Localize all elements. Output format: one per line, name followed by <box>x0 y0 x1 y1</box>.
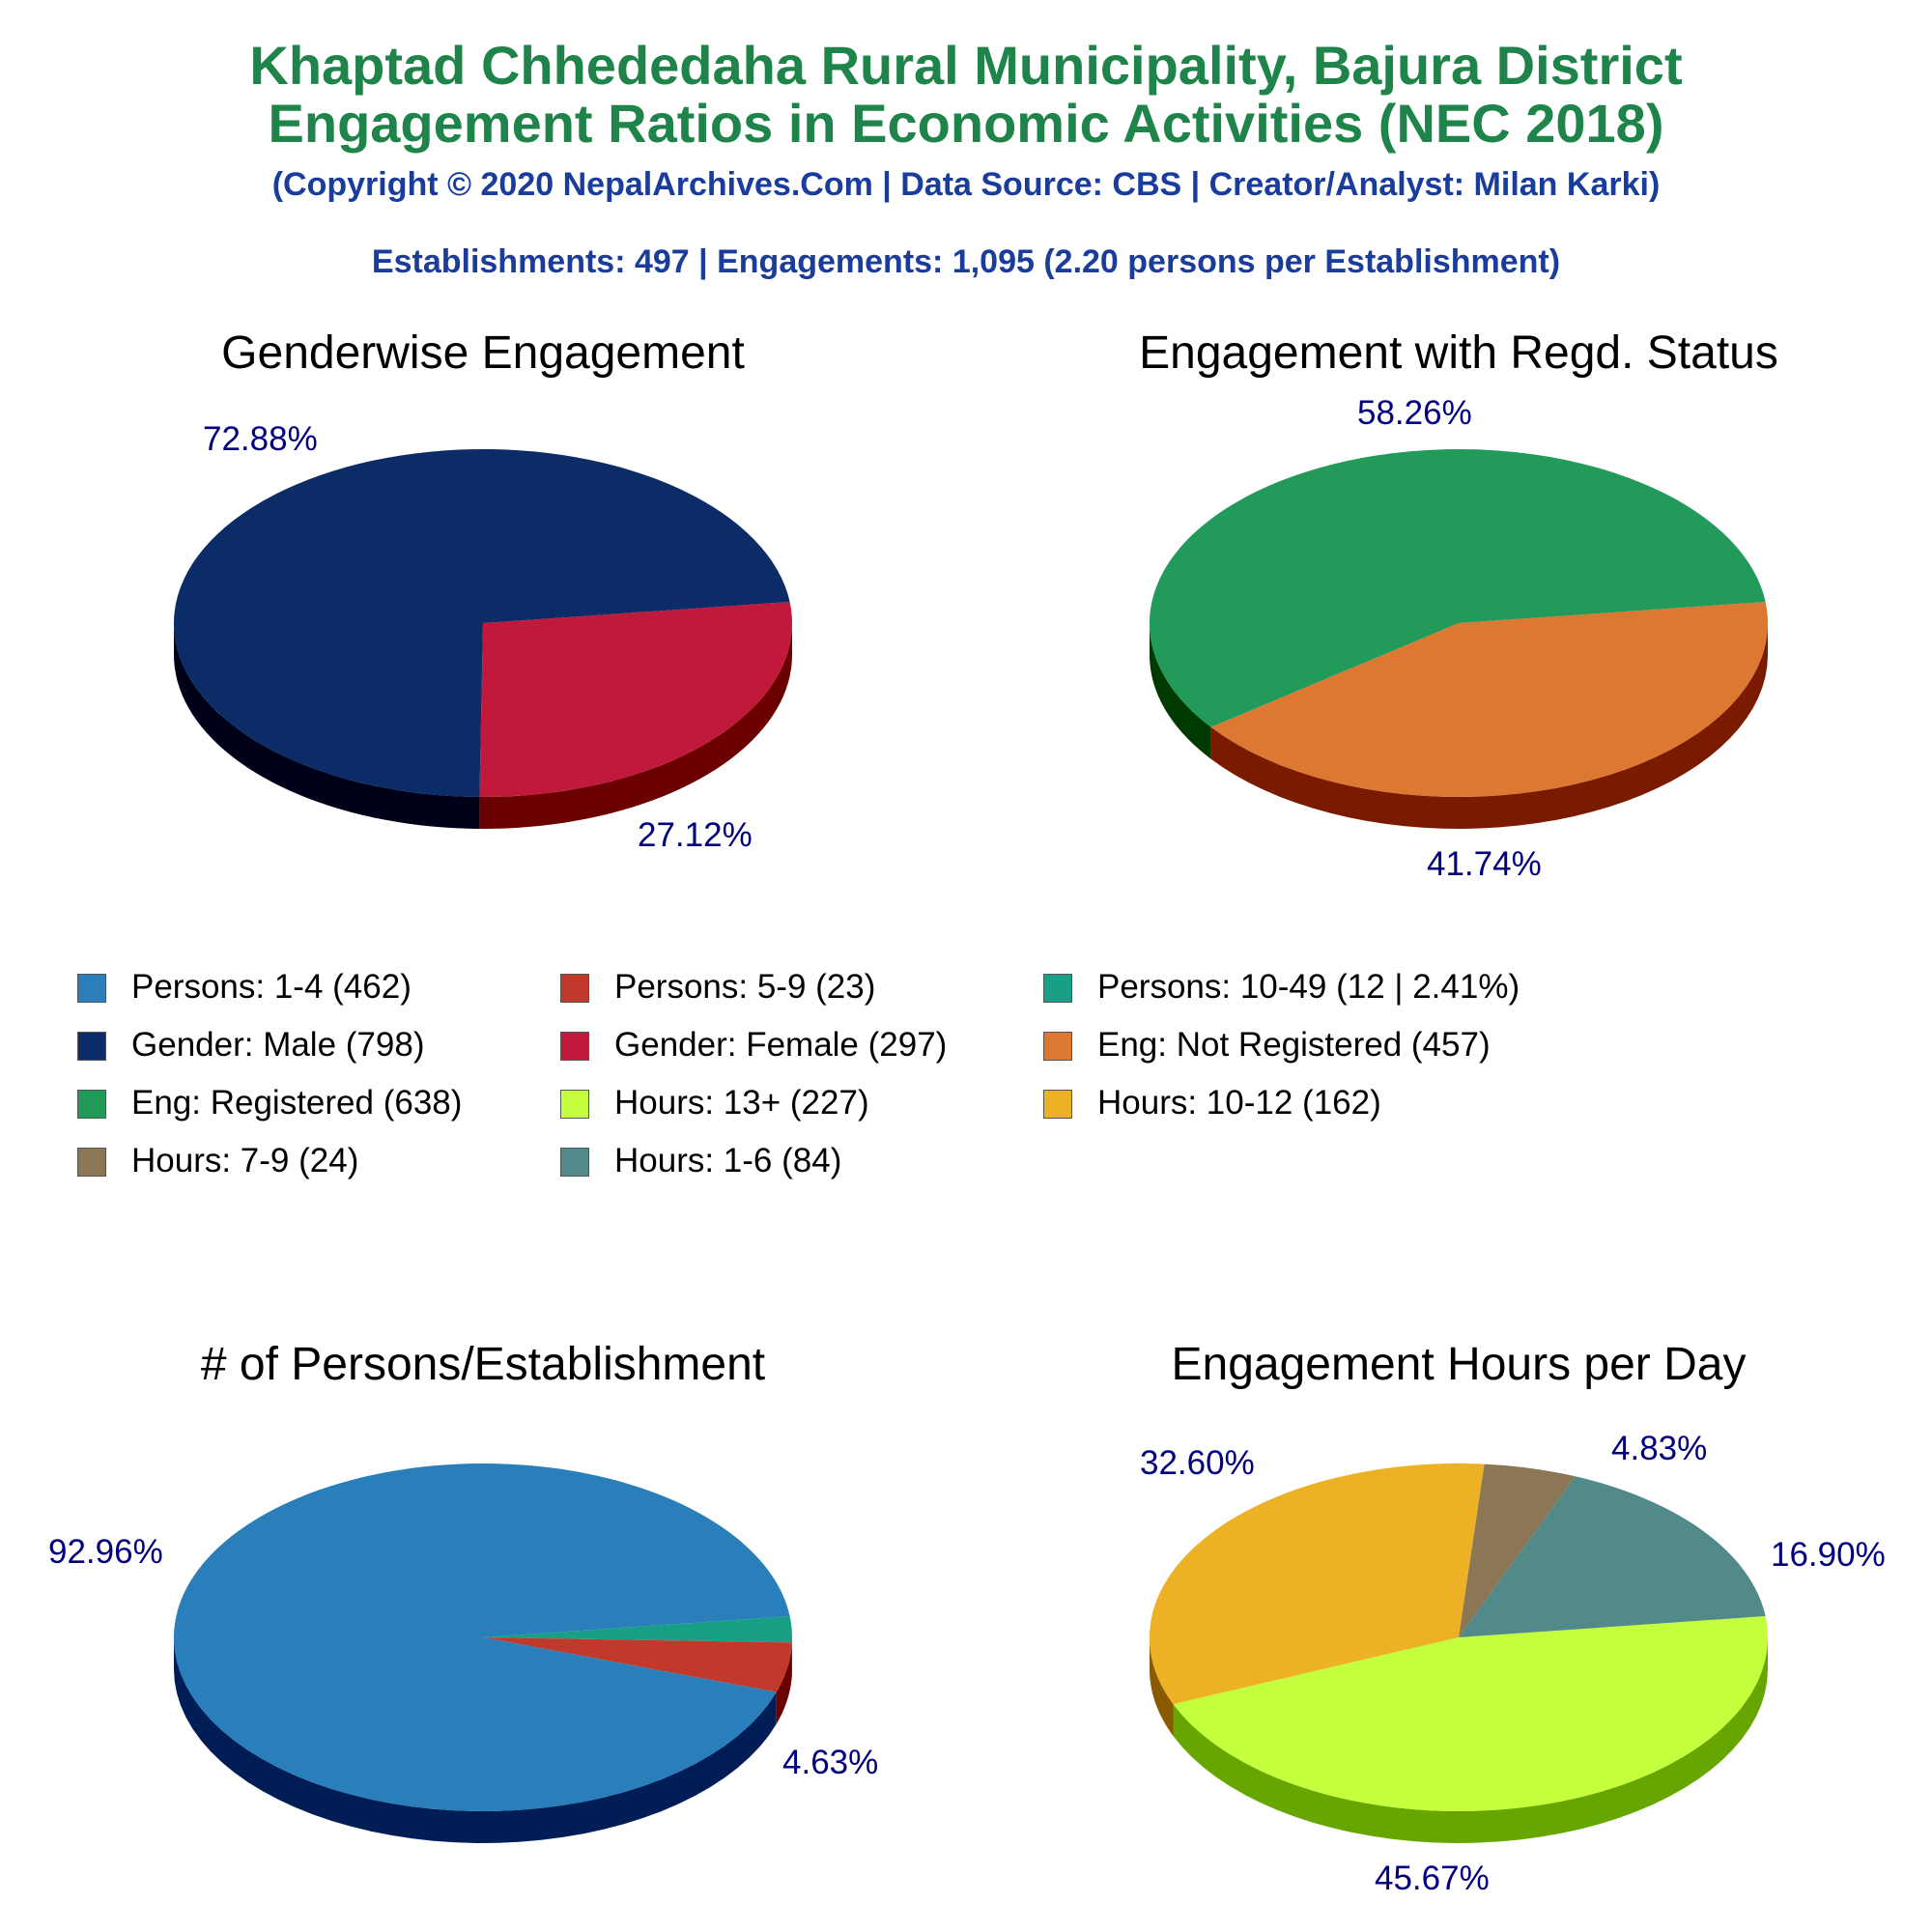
legend-swatch <box>1043 1032 1072 1061</box>
main-title-line1: Khaptad Chhededaha Rural Municipality, B… <box>249 35 1683 96</box>
pct-label-male: 72.88% <box>203 420 318 458</box>
legend-label: Eng: Not Registered (457) <box>1097 1026 1491 1064</box>
legend-swatch <box>77 1090 106 1119</box>
pie-chart <box>173 449 792 829</box>
legend-swatch <box>560 1090 589 1119</box>
legend-label: Hours: 1-6 (84) <box>614 1142 842 1179</box>
legend-label: Gender: Female (297) <box>614 1026 948 1064</box>
pie-slice <box>483 1637 792 1692</box>
chart-title-registration: Engagement with Regd. Status <box>1139 327 1778 379</box>
pie-slice <box>1459 1476 1766 1637</box>
pct-label-persons-1-4: 92.96% <box>48 1533 163 1571</box>
pie-slice <box>1149 449 1766 727</box>
pie-side-wall <box>174 623 480 829</box>
pie-side-wall <box>1173 1637 1768 1843</box>
pct-label-not-registered: 41.74% <box>1427 845 1542 883</box>
legend-swatch <box>77 974 106 1003</box>
legend-label: Hours: 10-12 (162) <box>1097 1084 1381 1122</box>
main-title-line2: Engagement Ratios in Economic Activities… <box>268 93 1664 154</box>
pct-label-female: 27.12% <box>638 816 753 854</box>
pie-side-wall <box>776 1642 792 1724</box>
pie-side-wall <box>174 1637 777 1843</box>
pie-side-wall <box>479 623 792 829</box>
legend-label: Eng: Registered (638) <box>131 1084 463 1122</box>
legend-label: Gender: Male (798) <box>131 1026 425 1064</box>
legend-swatch <box>560 974 589 1003</box>
pie-slice <box>1210 602 1768 798</box>
legend-swatch <box>1043 1090 1072 1119</box>
chart-title-hours: Engagement Hours per Day <box>1171 1339 1747 1390</box>
pie-side-wall <box>1210 623 1768 829</box>
pie-slice <box>173 1463 790 1811</box>
pie-chart <box>1149 449 1768 829</box>
legend-label: Hours: 13+ (227) <box>614 1084 869 1122</box>
legend-swatch <box>560 1148 589 1177</box>
pct-label-registered: 58.26% <box>1357 394 1472 432</box>
chart-title-gender: Genderwise Engagement <box>221 327 745 379</box>
pct-label-hours-10-12: 32.60% <box>1140 1444 1255 1482</box>
legend-swatch <box>77 1148 106 1177</box>
pie-side-wall <box>1150 1637 1174 1737</box>
pie-slice <box>483 1616 792 1643</box>
pie-slice <box>1173 1616 1768 1811</box>
legend-label: Hours: 7-9 (24) <box>131 1142 359 1179</box>
pie-slice <box>1459 1463 1576 1637</box>
pie-chart <box>1149 1463 1768 1843</box>
legend-label: Persons: 5-9 (23) <box>614 968 876 1006</box>
pct-label-hours-1-6: 16.90% <box>1771 1536 1886 1574</box>
legend-label: Persons: 10-49 (12 | 2.41%) <box>1097 968 1520 1006</box>
pie-slice <box>1149 1463 1485 1705</box>
chart-title-persons: # of Persons/Establishment <box>200 1339 766 1390</box>
pie-slice <box>173 449 790 797</box>
legend-swatch <box>77 1032 106 1061</box>
pie-slice <box>479 602 792 798</box>
pie-side-wall <box>1150 623 1211 759</box>
legend-swatch <box>1043 974 1072 1003</box>
copyright-line: (Copyright © 2020 NepalArchives.Com | Da… <box>271 166 1661 203</box>
summary-line: Establishments: 497 | Engagements: 1,095… <box>371 243 1561 280</box>
legend-label: Persons: 1-4 (462) <box>131 968 412 1006</box>
pie-chart <box>173 1463 792 1843</box>
pct-label-hours-13-plus: 45.67% <box>1375 1860 1490 1897</box>
pct-label-persons-5-9: 4.63% <box>782 1744 879 1781</box>
pct-label-hours-7-9: 4.83% <box>1611 1430 1708 1467</box>
legend-swatch <box>560 1032 589 1061</box>
